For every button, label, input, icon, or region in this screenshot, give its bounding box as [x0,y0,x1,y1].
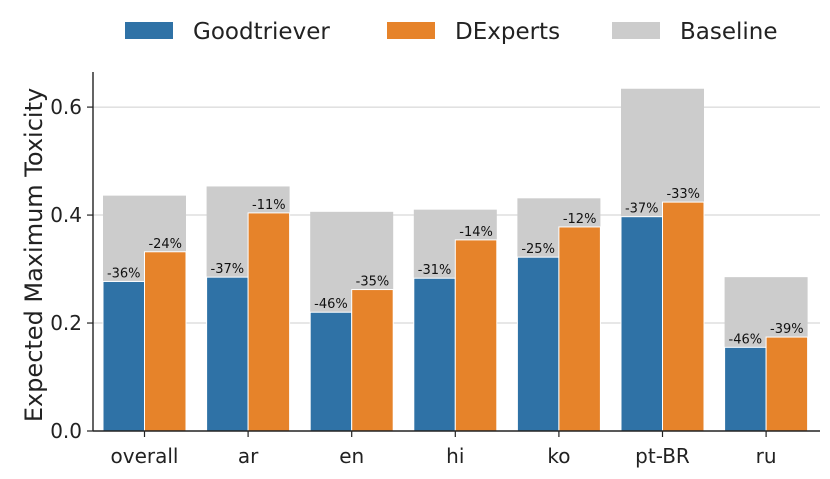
legend-swatch [125,22,173,39]
axes: 0.0 0.2 0.4 0.6 overall ar en hi ko pt-BR ru [50,72,820,468]
bar-data-label: -36% [107,266,141,281]
bar-goodtriever [102,280,145,432]
legend-label: Baseline [680,19,778,45]
bar-dexperts [662,201,705,432]
bar-data-label: -31% [418,263,452,278]
bar-dexperts [247,212,291,432]
legend-label: Goodtriever [193,19,330,45]
bar-goodtriever [724,346,767,432]
bar-data-label: -12% [563,212,597,227]
bar-data-label: -37% [211,262,245,277]
bar-data-label: -35% [356,275,390,290]
bar-data-label: -37% [625,202,659,217]
x-tick-label: ko [547,444,570,468]
bar-dexperts [144,251,187,432]
bar-data-label: -46% [314,297,348,312]
bar-labels: -36% -24% -37% -11% -46% -35% -31% -14% -25% -12%… [107,187,804,347]
bar-data-label: -14% [459,225,493,240]
bar-dexperts [351,289,394,432]
bar-goodtriever [620,216,663,432]
x-tick-label: en [339,444,364,468]
x-tick-label: hi [446,444,464,468]
x-tick-label: ar [238,444,259,468]
bar-goodtriever [309,311,353,432]
legend-label: DExperts [455,19,560,45]
bar-dexperts [454,239,498,432]
legend: Goodtriever DExperts Baseline [125,19,778,45]
bar-data-label: -39% [770,322,804,337]
legend-swatch [612,22,660,39]
y-tick-label: 0.0 [50,419,82,443]
x-tick-label: pt-BR [635,444,690,468]
bar-dexperts [765,336,809,432]
y-tick-label: 0.6 [50,95,82,119]
legend-swatch [387,22,435,39]
bar-goodtriever [206,276,249,432]
y-axis-label: Expected Maximum Toxicity [20,88,48,422]
bar-goodtriever [516,256,560,432]
y-tick-label: 0.4 [50,203,82,227]
y-tick-label: 0.2 [50,311,82,335]
bar-data-label: -25% [521,242,555,257]
x-tick-label: overall [111,444,179,468]
bar-dexperts [558,226,601,432]
bar-data-label: -11% [252,198,286,213]
bar-data-label: -24% [148,237,182,252]
bar-data-label: -46% [729,332,763,347]
bar-data-label: -33% [666,187,700,202]
bar-goodtriever [413,277,456,432]
x-tick-label: ru [756,444,777,468]
bars [102,88,809,432]
